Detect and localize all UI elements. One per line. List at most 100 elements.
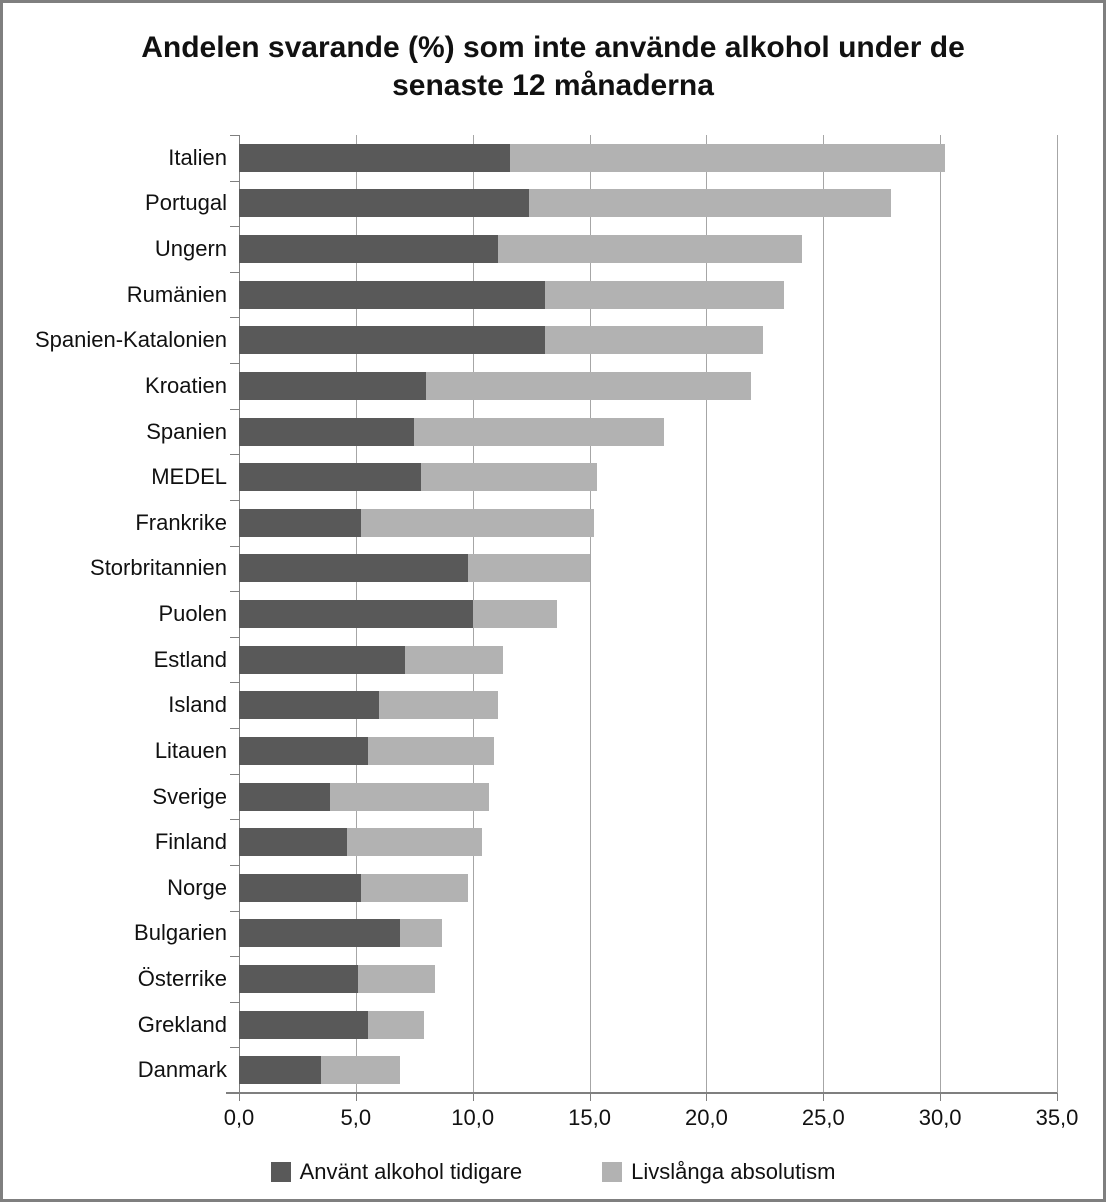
stacked-bar bbox=[239, 326, 1057, 355]
category-label: MEDEL bbox=[151, 464, 227, 490]
bar-segment bbox=[239, 919, 401, 948]
category-label: Spanien bbox=[146, 418, 227, 444]
x-axis-tick bbox=[239, 1093, 240, 1101]
x-axis-tick-label: 30,0 bbox=[918, 1105, 962, 1130]
y-axis-tick bbox=[230, 135, 239, 136]
legend-item: Använt alkohol tidigare bbox=[270, 1159, 523, 1185]
y-axis-tick bbox=[230, 226, 239, 228]
legend-label: Använt alkohol tidigare bbox=[299, 1159, 523, 1184]
y-axis-tick bbox=[230, 1001, 239, 1003]
bar-segment bbox=[360, 508, 595, 537]
category-label: Rumänien bbox=[126, 281, 227, 307]
bar-segment bbox=[468, 554, 590, 583]
bar-row: Österrike bbox=[138, 956, 1057, 1002]
x-axis-tick-label: 0,0 bbox=[223, 1105, 255, 1130]
gridline bbox=[1057, 135, 1058, 1093]
bar-segment bbox=[239, 782, 331, 811]
bar-segment bbox=[239, 508, 361, 537]
bar-segment bbox=[239, 873, 361, 902]
category-label: Storbritannien bbox=[90, 555, 227, 581]
category-label: Ungern bbox=[154, 236, 227, 262]
bar-segment bbox=[239, 235, 499, 264]
bar-segment bbox=[472, 600, 557, 629]
bar-segment bbox=[360, 873, 469, 902]
bar-segment bbox=[346, 828, 483, 857]
stacked-bar bbox=[239, 554, 1057, 583]
y-axis-tick bbox=[230, 819, 239, 821]
stacked-bar bbox=[239, 1010, 1057, 1039]
y-axis-tick bbox=[230, 864, 239, 866]
bar-row: Danmark bbox=[138, 1048, 1057, 1094]
x-axis-tick bbox=[355, 1093, 357, 1101]
bar-row: Norge bbox=[167, 865, 1057, 911]
bar-row: Italien bbox=[168, 135, 1057, 181]
bar-segment bbox=[239, 645, 405, 674]
legend-item: Livslånga absolutism bbox=[602, 1159, 835, 1185]
y-axis-tick bbox=[230, 363, 239, 365]
stacked-bar bbox=[239, 828, 1057, 857]
bar-rows: Italien Portugal Ungern Rumänien Spanien-Kat… bbox=[35, 135, 1057, 1094]
y-axis-tick bbox=[230, 682, 239, 684]
category-label: Island bbox=[168, 692, 227, 718]
bar-segment bbox=[239, 280, 546, 309]
x-axis-tick bbox=[706, 1093, 708, 1101]
y-axis-tick bbox=[230, 773, 239, 775]
y-axis-tick bbox=[230, 408, 239, 410]
bar-segment bbox=[239, 691, 380, 720]
bar-segment bbox=[414, 417, 665, 446]
bar-row: Rumänien bbox=[127, 272, 1057, 318]
bar-row: Island bbox=[168, 683, 1057, 729]
legend: Använt alkohol tidigare Livslånga absolut… bbox=[3, 1159, 1103, 1185]
bar-segment bbox=[239, 965, 359, 994]
bar-segment bbox=[528, 189, 892, 218]
bar-row: Grekland bbox=[138, 1002, 1057, 1048]
bar-row: Portugal bbox=[145, 181, 1057, 227]
bar-segment bbox=[330, 782, 490, 811]
x-axis-tick bbox=[472, 1093, 474, 1101]
bar-segment bbox=[239, 1056, 321, 1085]
x-axis-tick-label: 15,0 bbox=[568, 1105, 611, 1130]
y-axis-tick bbox=[230, 956, 239, 958]
y-axis-tick bbox=[230, 545, 239, 547]
category-label: Bulgarien bbox=[134, 920, 227, 946]
bar-row: Finland bbox=[155, 819, 1057, 865]
gridline bbox=[823, 135, 825, 1093]
bar-segment bbox=[358, 965, 436, 994]
x-axis-tick-label: 10,0 bbox=[451, 1105, 495, 1130]
chart-title: Andelen svarande (%) som inte använde al… bbox=[141, 31, 965, 102]
plot-area: Italien Portugal Ungern Rumänien Spanien-Kat… bbox=[35, 135, 1058, 1101]
category-label: Kroatien bbox=[145, 372, 227, 398]
x-axis-line bbox=[226, 1092, 1057, 1094]
bar-segment bbox=[404, 645, 504, 674]
bar-row: Litauen bbox=[155, 728, 1057, 774]
bar-segment bbox=[239, 736, 368, 765]
x-axis-tick-label: 35,0 bbox=[1035, 1105, 1079, 1130]
bar-row: Ungern bbox=[155, 226, 1057, 272]
stacked-bar bbox=[239, 508, 1057, 537]
bar-segment bbox=[239, 600, 473, 629]
stacked-bar bbox=[239, 965, 1057, 994]
category-label: Sverige bbox=[152, 783, 227, 809]
bar-row: Puolen bbox=[158, 591, 1057, 637]
bar-row: Sverige bbox=[152, 774, 1057, 820]
y-axis-tick bbox=[230, 910, 239, 912]
bar-segment bbox=[367, 736, 494, 765]
bar-row: Spanien-Katalonien bbox=[35, 318, 1057, 364]
bar-row: Bulgarien bbox=[134, 911, 1057, 957]
category-label: Portugal bbox=[145, 190, 227, 216]
bar-segment bbox=[379, 691, 499, 720]
bar-segment bbox=[498, 235, 803, 264]
bar-row: Storbritannien bbox=[90, 546, 1057, 592]
stacked-bar bbox=[239, 736, 1057, 765]
bar-row: Frankrike bbox=[135, 500, 1057, 546]
bar-segment bbox=[239, 554, 469, 583]
stacked-bar bbox=[239, 189, 1057, 218]
stacked-bar bbox=[239, 280, 1057, 309]
stacked-bar bbox=[239, 645, 1057, 674]
category-label: Frankrike bbox=[135, 509, 227, 535]
bar-segment bbox=[239, 828, 347, 857]
category-label: Grekland bbox=[137, 1011, 227, 1037]
x-axis-tick-label: 20,0 bbox=[685, 1105, 728, 1130]
bar-segment bbox=[239, 463, 422, 492]
